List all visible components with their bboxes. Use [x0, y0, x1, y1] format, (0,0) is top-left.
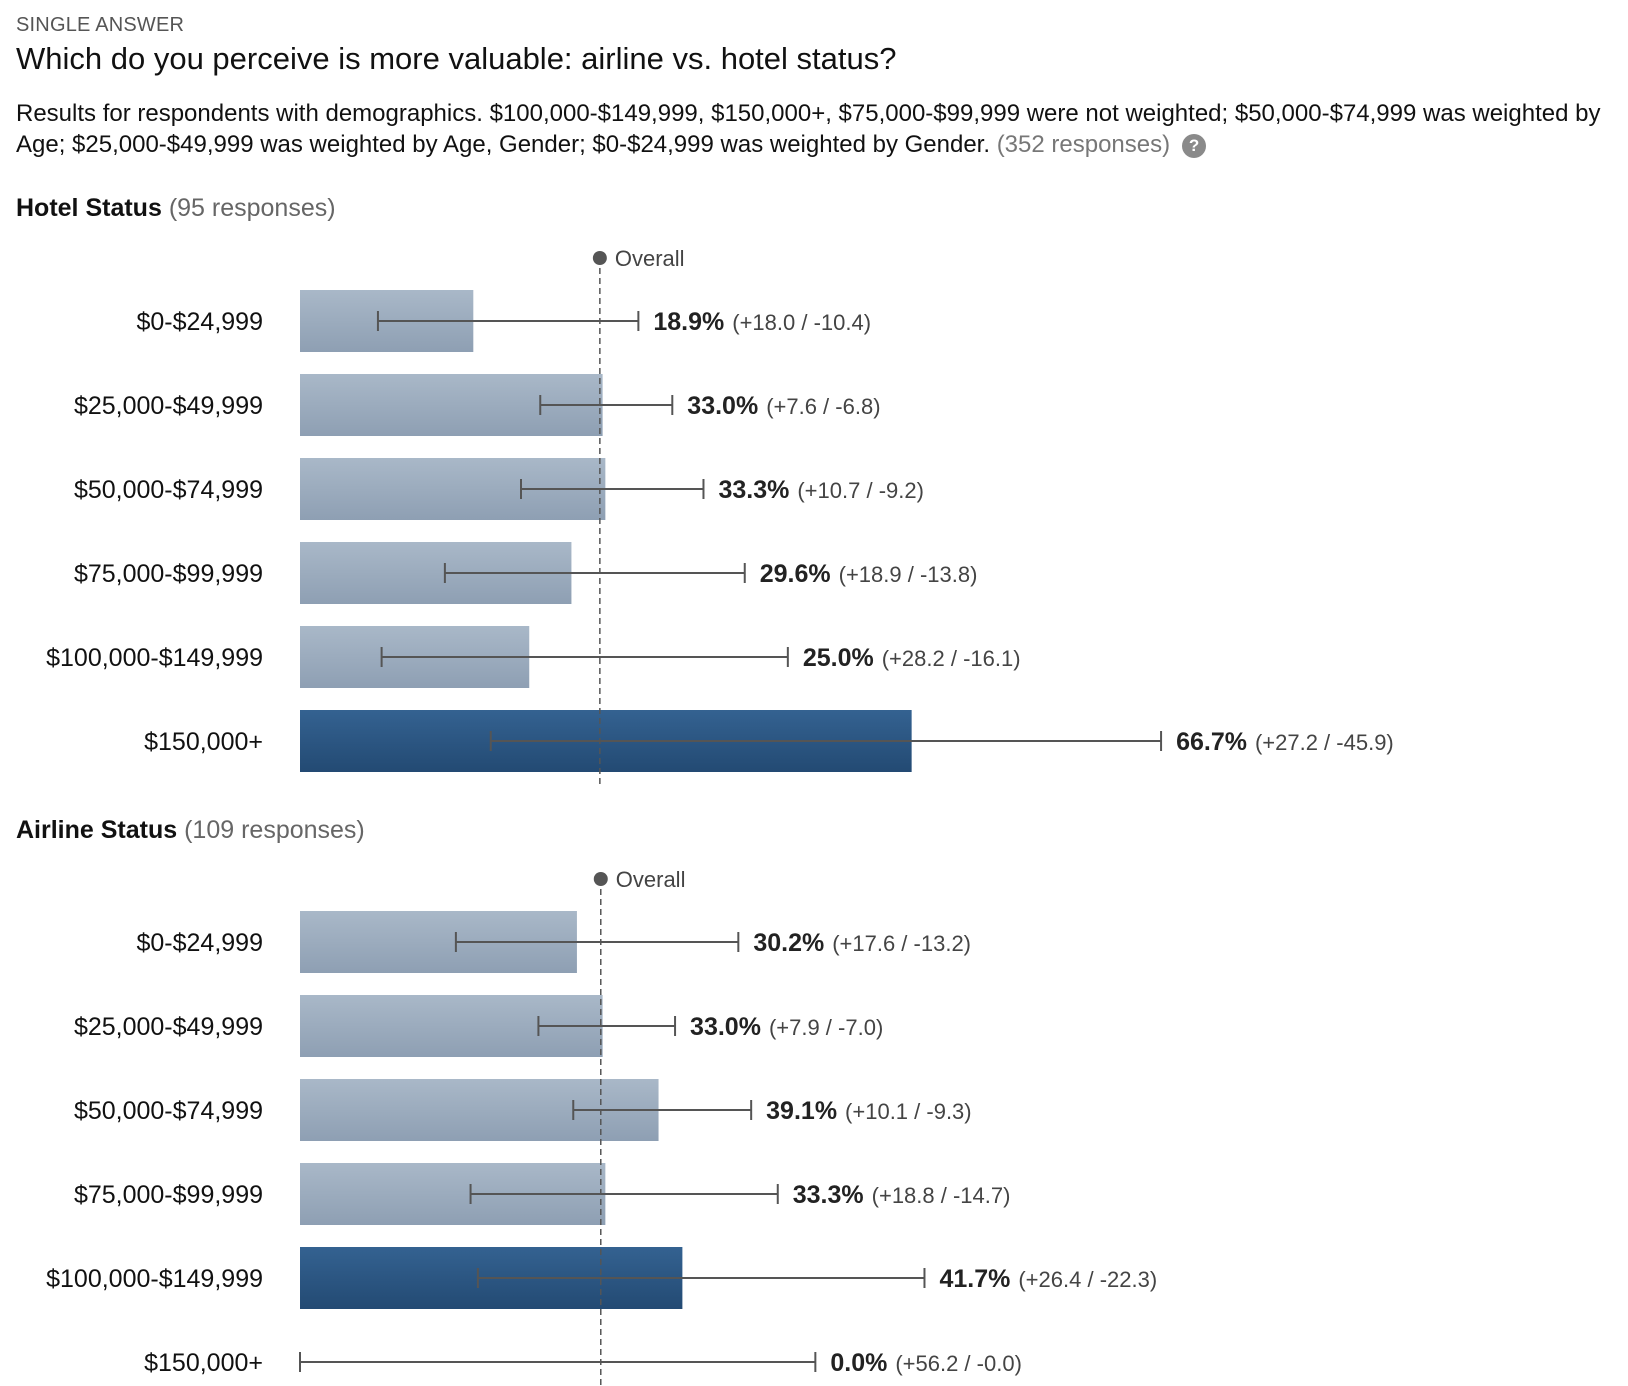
value-label: 25.0%: [803, 644, 874, 672]
category-label: $25,000-$49,999: [74, 1013, 263, 1041]
results-description: Results for respondents with demographic…: [16, 98, 1616, 160]
value-label-group: 33.3% (+18.8 / -14.7): [793, 1181, 1011, 1209]
confidence-interval-label: (+18.9 / -13.8): [839, 562, 978, 587]
overall-label: Overall: [615, 246, 685, 271]
confidence-interval-label: (+18.0 / -10.4): [732, 310, 871, 335]
confidence-interval-label: (+7.6 / -6.8): [766, 394, 880, 419]
weighting-note: Results for respondents with demographic…: [16, 100, 1601, 158]
value-label-group: 0.0% (+56.2 / -0.0): [830, 1349, 1022, 1377]
value-label-group: 39.1% (+10.1 / -9.3): [766, 1097, 971, 1125]
value-label: 30.2%: [753, 929, 824, 957]
category-label: $0-$24,999: [136, 308, 263, 336]
confidence-interval-label: (+10.7 / -9.2): [797, 478, 924, 503]
question-title: Which do you perceive is more valuable: …: [16, 41, 897, 76]
category-label: $100,000-$149,999: [46, 1265, 263, 1293]
category-label: $150,000+: [144, 728, 263, 756]
value-label: 33.3%: [718, 476, 789, 504]
value-label: 41.7%: [939, 1265, 1010, 1293]
value-label: 33.0%: [687, 392, 758, 420]
confidence-interval-label: (+26.4 / -22.3): [1018, 1267, 1157, 1292]
value-label: 39.1%: [766, 1097, 837, 1125]
category-label: $25,000-$49,999: [74, 392, 263, 420]
category-label: $150,000+: [144, 1349, 263, 1377]
value-label: 66.7%: [1176, 728, 1247, 756]
confidence-interval-label: (+27.2 / -45.9): [1255, 730, 1394, 755]
value-label-group: 33.3% (+10.7 / -9.2): [718, 476, 923, 504]
value-label: 29.6%: [760, 560, 831, 588]
total-responses: (352 responses): [996, 131, 1171, 158]
value-label-group: 18.9% (+18.0 / -10.4): [653, 308, 871, 336]
confidence-interval-label: (+56.2 / -0.0): [895, 1351, 1022, 1376]
value-label: 33.3%: [793, 1181, 864, 1209]
hotel-status-chart: $0-$24,999 18.9% (+18.0 / -10.4) $25,000-$4…: [46, 246, 1394, 784]
category-label: $0-$24,999: [136, 929, 263, 957]
value-label-group: 30.2% (+17.6 / -13.2): [753, 929, 971, 957]
confidence-interval-label: (+17.6 / -13.2): [832, 931, 971, 956]
overall-label: Overall: [616, 867, 686, 892]
value-label-group: 41.7% (+26.4 / -22.3): [939, 1265, 1157, 1293]
airline-section-title: Airline Status (109 responses): [16, 816, 365, 845]
confidence-interval-label: (+7.9 / -7.0): [769, 1015, 883, 1040]
value-label: 18.9%: [653, 308, 724, 336]
confidence-interval-label: (+18.8 / -14.7): [872, 1183, 1011, 1208]
confidence-interval-label: (+10.1 / -9.3): [845, 1099, 972, 1124]
question-circle-icon[interactable]: ?: [1182, 134, 1207, 158]
confidence-interval-label: (+28.2 / -16.1): [882, 646, 1021, 671]
category-label: $50,000-$74,999: [74, 476, 263, 504]
hotel-section-title: Hotel Status (95 responses): [16, 194, 336, 223]
category-label: $100,000-$149,999: [46, 644, 263, 672]
value-label-group: 25.0% (+28.2 / -16.1): [803, 644, 1021, 672]
question-type-label: SINGLE ANSWER: [16, 14, 185, 36]
overall-marker-dot: [592, 251, 607, 265]
value-label-group: 33.0% (+7.6 / -6.8): [687, 392, 880, 420]
category-label: $75,000-$99,999: [74, 560, 263, 588]
section-response-count: (95 responses): [168, 194, 336, 222]
value-label-group: 66.7% (+27.2 / -45.9): [1176, 728, 1394, 756]
section-name: Hotel Status: [16, 194, 162, 222]
category-label: $75,000-$99,999: [74, 1181, 263, 1209]
section-name: Airline Status: [16, 816, 178, 844]
question-header: SINGLE ANSWER Which do you perceive is m…: [16, 14, 1616, 160]
value-label-group: 29.6% (+18.9 / -13.8): [760, 560, 978, 588]
value-label: 0.0%: [830, 1349, 887, 1377]
value-label: 33.0%: [690, 1013, 761, 1041]
value-label-group: 33.0% (+7.9 / -7.0): [690, 1013, 883, 1041]
category-label: $50,000-$74,999: [74, 1097, 263, 1125]
overall-marker-dot: [593, 872, 608, 886]
airline-status-chart: $0-$24,999 30.2% (+17.6 / -13.2) $25,000-$4…: [46, 867, 1157, 1386]
section-response-count: (109 responses): [184, 816, 365, 844]
